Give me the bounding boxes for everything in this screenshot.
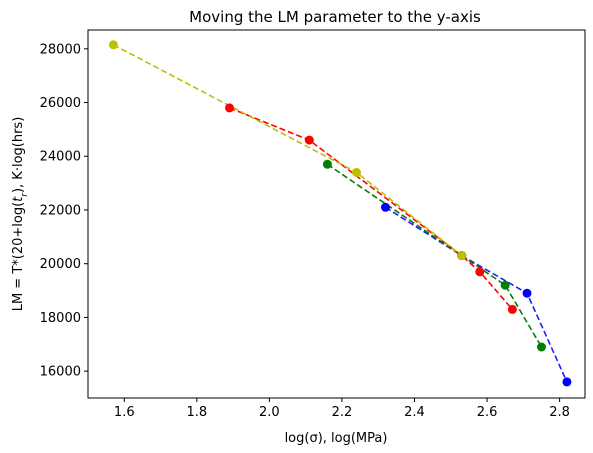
y-axis-label-sub: r bbox=[20, 192, 30, 197]
y-tick-label: 16000 bbox=[40, 365, 81, 380]
ticks-layer: 1.6 1.8 2.0 2.2 2.4 2.6 2.8 16000 18000 20000 2200… bbox=[40, 42, 570, 420]
series-1-point bbox=[537, 342, 546, 352]
series-2-point bbox=[507, 304, 517, 314]
series-2-point bbox=[304, 135, 314, 145]
y-tick-label: 28000 bbox=[40, 42, 81, 57]
x-axis-label: log(σ), log(MPa) bbox=[285, 431, 388, 446]
x-tick-label: 2.6 bbox=[477, 405, 498, 420]
series-0-point bbox=[381, 202, 390, 212]
series-1-point bbox=[500, 280, 510, 290]
series-0-point bbox=[522, 288, 532, 298]
series-3-point bbox=[457, 251, 467, 261]
y-tick-label: 26000 bbox=[40, 96, 81, 111]
series-1-point bbox=[322, 159, 332, 169]
y-tick-label: 22000 bbox=[40, 203, 81, 218]
series-layer bbox=[108, 40, 572, 387]
x-tick-label: 2.0 bbox=[259, 405, 280, 420]
x-tick-label: 2.2 bbox=[332, 405, 353, 420]
plot-frame bbox=[87, 29, 586, 399]
plot-area bbox=[88, 30, 585, 398]
y-tick-label: 18000 bbox=[40, 311, 81, 326]
series-1-line bbox=[326, 163, 543, 348]
series-3-point bbox=[352, 167, 361, 177]
y-axis-label: LM = T*(20+log(tr), K·log(hrs) bbox=[11, 117, 30, 312]
x-tick-label: 1.6 bbox=[114, 405, 135, 420]
series-2-point bbox=[475, 267, 485, 277]
x-tick-label: 2.4 bbox=[404, 405, 425, 420]
x-tick-label: 2.8 bbox=[549, 405, 570, 420]
series-0-point bbox=[562, 377, 572, 387]
y-axis-label-t: t bbox=[11, 196, 26, 202]
chart-title: Moving the LM parameter to the y-axis bbox=[189, 8, 481, 26]
series-3-point bbox=[108, 40, 118, 50]
series-0-line bbox=[385, 206, 568, 383]
y-axis-label-main: LM = T*(20+log( bbox=[11, 202, 26, 311]
series-2-point bbox=[225, 103, 234, 113]
y-tick-label: 20000 bbox=[40, 257, 81, 272]
x-tick-label: 1.8 bbox=[186, 405, 207, 420]
y-axis-label-rest: ), K·log(hrs) bbox=[11, 117, 26, 193]
series-2-line bbox=[229, 107, 514, 310]
y-tick-label: 24000 bbox=[40, 150, 81, 165]
